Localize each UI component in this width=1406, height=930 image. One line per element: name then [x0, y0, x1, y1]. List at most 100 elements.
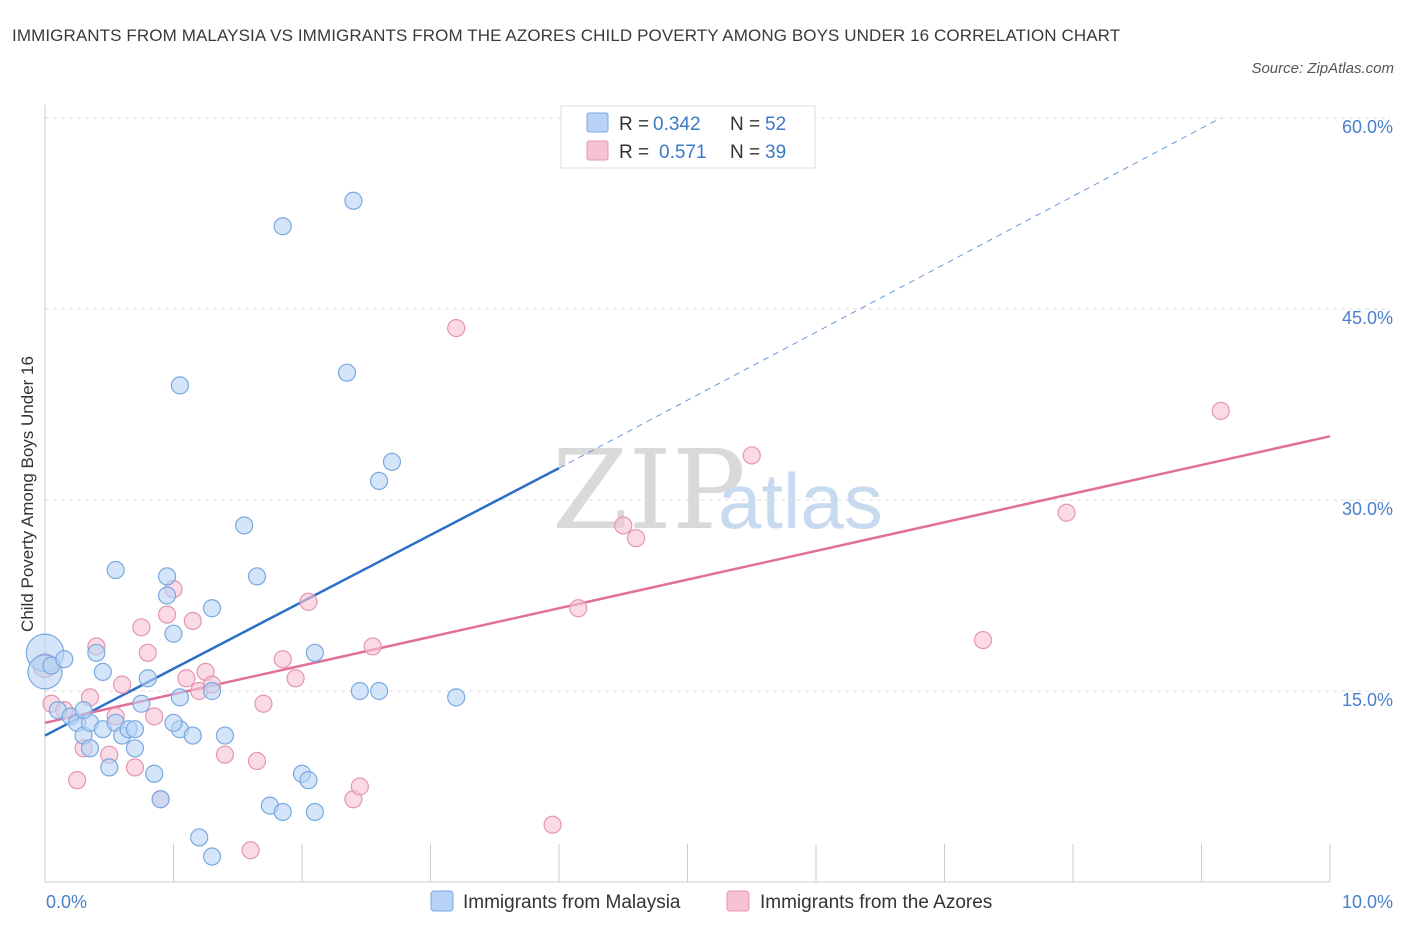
- azores-point: [132, 618, 151, 637]
- malaysia-point: [202, 847, 222, 866]
- stats-legend: R = 0.342 N = 52 R = 0.571 N = 39: [560, 105, 816, 169]
- legend-swatch-malaysia: [430, 890, 454, 912]
- azores-trend-line: [44, 435, 1331, 725]
- stats-malaysia-r: 0.342: [653, 114, 701, 135]
- stats-azores-r: 0.571: [659, 142, 707, 163]
- azores-point: [273, 650, 292, 669]
- watermark: ZIP atlas: [552, 426, 883, 554]
- y-tick-label: 45.0%: [1342, 308, 1393, 328]
- stats-azores-n-label: N =: [730, 142, 760, 163]
- azores-point: [254, 694, 273, 713]
- malaysia-point: [87, 643, 106, 662]
- azores-point: [447, 319, 466, 338]
- malaysia-point: [100, 758, 119, 777]
- azores-point: [569, 599, 588, 618]
- stats-malaysia-n-label: N =: [730, 114, 760, 135]
- stats-malaysia-n: 52: [765, 114, 786, 135]
- stats-swatch-azores: [586, 140, 609, 161]
- azores-point: [145, 707, 164, 726]
- malaysia-point: [235, 516, 254, 535]
- azores-point: [543, 815, 562, 834]
- azores-point: [68, 771, 87, 790]
- malaysia-point: [382, 452, 402, 471]
- azores-point: [177, 669, 196, 688]
- source-credit: Source: ZipAtlas.com: [1251, 60, 1394, 77]
- bottom-legend: Immigrants from Malaysia Immigrants from…: [430, 890, 992, 913]
- malaysia-point: [305, 802, 324, 822]
- malaysia-point: [106, 560, 125, 580]
- azores-point: [1057, 503, 1076, 522]
- malaysia-point: [190, 828, 209, 847]
- azores-point: [614, 516, 633, 535]
- x-tick-label: 10.0%: [1342, 892, 1393, 912]
- malaysia-point: [370, 681, 389, 701]
- stats-malaysia-r-label: R =: [619, 114, 649, 135]
- azores-point: [742, 446, 761, 465]
- malaysia-point: [215, 726, 234, 745]
- azores-point: [350, 777, 369, 796]
- malaysia-point: [344, 191, 363, 210]
- malaysia-point: [337, 363, 357, 382]
- malaysia-point: [74, 700, 93, 720]
- malaysia-point: [273, 802, 292, 822]
- malaysia-point: [247, 567, 267, 586]
- grid-lines: [45, 117, 1390, 692]
- legend-swatch-azores: [726, 890, 750, 912]
- y-tick-label: 15.0%: [1342, 690, 1393, 710]
- malaysia-point: [447, 688, 466, 707]
- stats-swatch-malaysia: [586, 112, 609, 133]
- malaysia-point: [145, 764, 164, 783]
- malaysia-point: [125, 720, 145, 739]
- malaysia-point: [202, 681, 222, 701]
- y-tick-label: 60.0%: [1342, 117, 1393, 137]
- azores-point: [125, 758, 145, 777]
- legend-label-azores: Immigrants from the Azores: [760, 892, 992, 913]
- malaysia-point: [138, 669, 157, 688]
- data-points: [25, 191, 1230, 866]
- azores-point: [363, 637, 382, 656]
- watermark-zip: ZIP: [552, 426, 746, 554]
- malaysia-point: [170, 688, 190, 707]
- malaysia-point: [55, 650, 74, 669]
- azores-point: [138, 643, 157, 662]
- azores-point: [215, 745, 234, 764]
- malaysia-point: [151, 790, 170, 809]
- watermark-atlas: atlas: [718, 457, 883, 545]
- azores-point: [247, 751, 267, 771]
- stats-azores-n: 39: [765, 142, 786, 163]
- y-tick-label: 30.0%: [1342, 499, 1393, 519]
- malaysia-point: [80, 739, 100, 758]
- x-tick-label: 0.0%: [46, 892, 87, 912]
- malaysia-point: [183, 726, 202, 745]
- malaysia-point: [370, 471, 389, 490]
- axes: [44, 105, 1331, 883]
- y-axis-label: Child Poverty Among Boys Under 16: [18, 356, 37, 632]
- azores-point: [112, 675, 132, 694]
- malaysia-point: [157, 567, 177, 586]
- x-tick-labels: 0.0% 10.0%: [46, 892, 1393, 912]
- malaysia-point: [350, 681, 369, 701]
- azores-point: [1211, 401, 1230, 420]
- malaysia-point: [164, 624, 183, 643]
- azores-point: [626, 529, 646, 548]
- malaysia-point: [305, 643, 324, 662]
- malaysia-point: [202, 599, 222, 618]
- stats-azores-r-label: R =: [619, 142, 649, 163]
- malaysia-point: [273, 217, 292, 236]
- malaysia-point: [132, 694, 151, 713]
- malaysia-point: [157, 586, 177, 605]
- malaysia-point: [93, 662, 112, 682]
- malaysia-point: [170, 376, 190, 395]
- legend-label-malaysia: Immigrants from Malaysia: [463, 892, 681, 913]
- azores-point: [973, 630, 993, 650]
- malaysia-trend-extension: [558, 117, 1222, 469]
- azores-point: [183, 611, 202, 631]
- y-tick-labels: 15.0% 30.0% 45.0% 60.0%: [1342, 117, 1393, 710]
- malaysia-point: [299, 771, 318, 790]
- azores-point: [299, 592, 318, 611]
- malaysia-point: [164, 713, 183, 732]
- malaysia-point: [125, 739, 145, 758]
- azores-point: [241, 841, 260, 860]
- chart-title: IMMIGRANTS FROM MALAYSIA VS IMMIGRANTS F…: [12, 26, 1121, 45]
